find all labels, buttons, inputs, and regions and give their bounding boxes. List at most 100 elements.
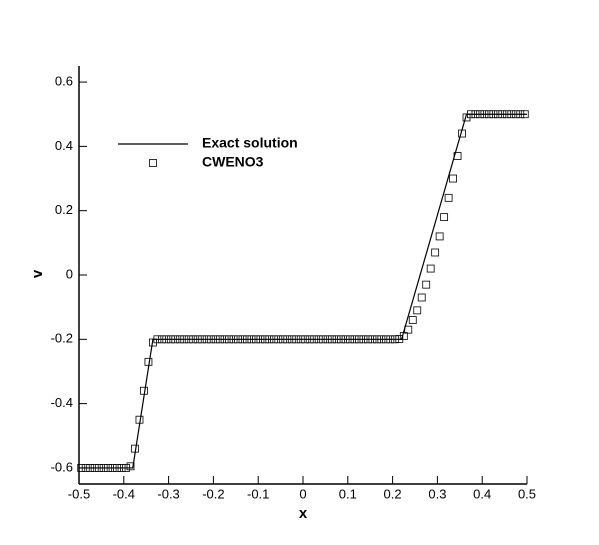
marker: [243, 335, 251, 344]
marker: [314, 335, 323, 344]
legend-marker: [149, 159, 157, 167]
legend-label: Exact solution: [202, 135, 298, 151]
marker: [180, 335, 189, 344]
marker: [292, 335, 301, 344]
marker: [507, 110, 516, 119]
y-tick-label: -0.2: [51, 331, 73, 346]
marker: [278, 335, 287, 344]
marker: [485, 110, 493, 119]
y-tick-label: 0: [66, 266, 73, 281]
marker: [220, 335, 229, 344]
marker: [77, 464, 86, 472]
marker: [189, 335, 198, 344]
marker: [144, 357, 153, 366]
x-tick-label: 0: [299, 486, 306, 501]
marker: [399, 332, 408, 340]
marker: [305, 335, 314, 344]
marker: [140, 386, 148, 395]
legend-label: CWENO3: [202, 154, 264, 170]
marker: [153, 335, 162, 344]
marker: [207, 335, 216, 344]
marker: [471, 110, 480, 119]
marker: [373, 335, 381, 344]
x-tick-label: -0.5: [68, 486, 90, 501]
marker: [95, 464, 104, 472]
x-tick-label: 0.5: [518, 486, 536, 501]
marker: [81, 464, 90, 472]
y-axis-label: v: [29, 269, 46, 278]
marker: [86, 464, 95, 472]
y-tick-label: 0.6: [55, 74, 73, 89]
marker: [346, 335, 354, 344]
marker: [390, 335, 399, 344]
marker: [198, 335, 207, 344]
marker: [261, 335, 269, 344]
marker: [211, 335, 220, 344]
marker: [413, 306, 422, 315]
marker: [122, 464, 130, 472]
x-tick-label: -0.4: [113, 486, 135, 501]
y-tick-label: 0.4: [55, 138, 73, 153]
marker: [350, 335, 359, 344]
marker: [328, 335, 337, 344]
marker: [247, 335, 256, 344]
marker: [175, 335, 184, 344]
marker: [265, 335, 274, 344]
x-tick-label: 0.4: [473, 486, 491, 501]
y-tick-label: -0.4: [51, 395, 73, 410]
marker: [476, 110, 484, 119]
x-tick-label: 0.3: [428, 486, 446, 501]
marker: [498, 110, 507, 119]
marker: [162, 335, 171, 344]
marker: [135, 415, 144, 424]
marker: [238, 335, 247, 344]
marker: [337, 335, 345, 344]
marker: [355, 335, 363, 344]
marker: [229, 335, 238, 344]
y-tick-label: -0.6: [51, 459, 73, 474]
marker: [323, 335, 332, 344]
marker: [417, 293, 426, 302]
marker: [252, 335, 260, 344]
marker: [301, 335, 310, 344]
marker: [104, 464, 113, 472]
x-tick-label: 0.1: [339, 486, 357, 501]
marker: [516, 110, 525, 119]
marker: [332, 335, 341, 344]
marker: [166, 335, 175, 344]
marker: [408, 316, 417, 324]
marker: [440, 213, 449, 222]
marker: [157, 335, 166, 344]
marker: [296, 335, 305, 344]
marker: [319, 335, 328, 344]
marker: [480, 110, 489, 119]
x-tick-label: -0.2: [202, 486, 224, 501]
marker: [422, 280, 431, 289]
marker: [193, 335, 202, 344]
marker: [283, 335, 292, 344]
marker: [216, 335, 225, 344]
marker: [90, 464, 99, 472]
marker: [287, 335, 296, 344]
exact-line: [79, 113, 527, 469]
x-tick-label: 0.2: [384, 486, 402, 501]
marker: [184, 335, 193, 344]
marker: [453, 152, 462, 160]
marker: [108, 464, 117, 472]
marker: [171, 335, 180, 344]
marker: [426, 264, 435, 273]
marker: [435, 232, 444, 241]
marker: [449, 174, 457, 183]
marker: [99, 464, 108, 472]
marker: [377, 335, 386, 344]
marker: [234, 335, 242, 344]
marker: [404, 325, 413, 334]
x-tick-label: -0.3: [157, 486, 179, 501]
marker: [381, 335, 390, 344]
marker: [493, 110, 502, 119]
marker: [117, 464, 126, 472]
marker: [269, 335, 278, 344]
marker: [458, 129, 466, 138]
